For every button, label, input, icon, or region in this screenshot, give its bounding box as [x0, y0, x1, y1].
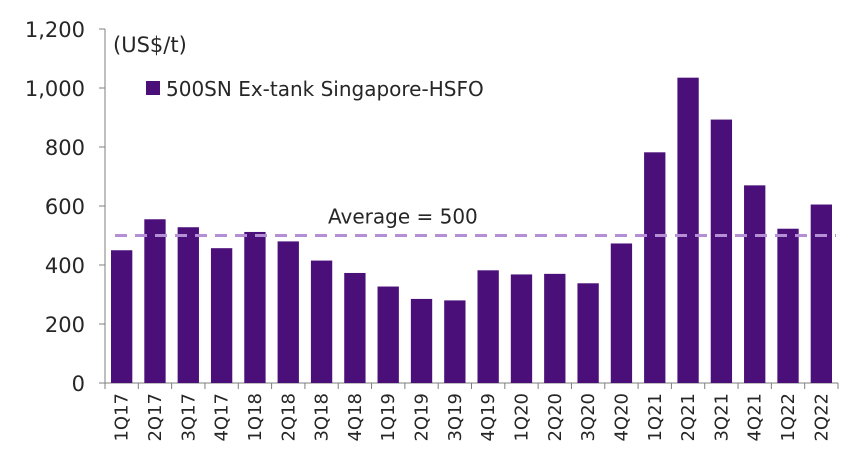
bar [510, 274, 533, 383]
bar [344, 272, 366, 383]
bar [744, 185, 766, 383]
x-tick-label: 1Q22 [778, 393, 799, 442]
bar [577, 283, 599, 383]
x-tick-label: 2Q17 [145, 393, 166, 442]
bar [144, 219, 166, 383]
x-tick-label: 2Q19 [412, 393, 433, 442]
bar [544, 273, 566, 383]
y-tick-label: 400 [45, 254, 85, 278]
average-label: Average = 500 [328, 205, 478, 229]
x-tick-label: 1Q18 [245, 393, 266, 442]
x-tick-label: 3Q21 [711, 393, 732, 442]
bar [777, 228, 799, 383]
legend: 500SN Ex-tank Singapore-HSFO [146, 77, 484, 101]
y-tick-label: 600 [45, 195, 85, 219]
y-tick-label: 200 [45, 313, 85, 337]
x-tick-label: 4Q17 [212, 393, 233, 442]
x-tick-label: 2Q18 [278, 393, 299, 442]
x-tick-label: 1Q19 [378, 393, 399, 442]
y-tick-label: 1,000 [25, 77, 85, 101]
bar [477, 270, 499, 383]
x-tick-label: 4Q18 [345, 393, 366, 442]
x-tick-label: 3Q19 [445, 393, 466, 442]
bar [177, 227, 199, 383]
x-tick-label: 1Q21 [645, 393, 666, 442]
average-line-group: Average = 500 [115, 205, 836, 237]
legend-label: 500SN Ex-tank Singapore-HSFO [166, 77, 484, 101]
bar [710, 119, 733, 383]
x-tick-label: 4Q21 [745, 393, 766, 442]
x-tick-label: 2Q21 [678, 393, 699, 442]
y-tick-label: 1,200 [25, 18, 85, 42]
x-tick-label: 3Q17 [178, 393, 199, 442]
bar [277, 241, 299, 383]
x-tick-label: 2Q22 [811, 393, 832, 442]
bar [644, 152, 666, 383]
bar [444, 300, 466, 383]
x-tick-label: 1Q20 [511, 393, 532, 442]
bars [110, 77, 833, 384]
legend-swatch [146, 81, 160, 95]
x-tick-label: 4Q19 [478, 393, 499, 442]
bar [677, 77, 699, 384]
bar [210, 248, 233, 383]
y-axis-unit-label: (US$/t) [113, 33, 187, 57]
bar [244, 231, 266, 383]
bar [610, 243, 633, 383]
x-axis: 1Q17 2Q17 3Q17 4Q17 1Q18 2Q18 3Q18 4Q18 1Q19 2Q19… [104, 382, 839, 442]
bar [110, 250, 133, 383]
bar [810, 204, 833, 383]
x-tick-label: 4Q20 [611, 393, 632, 442]
y-tick-label: 800 [45, 136, 85, 160]
x-tick-label: 2Q20 [545, 393, 566, 442]
bar [310, 260, 333, 383]
x-tick-label: 3Q20 [578, 393, 599, 442]
x-tick-label: 3Q18 [312, 393, 333, 442]
y-tick-label: 0 [72, 372, 85, 396]
bar [410, 298, 433, 383]
bar [377, 286, 399, 383]
y-axis: 0 200 400 600 800 1,000 1,200 [25, 18, 106, 396]
x-tick-label: 1Q17 [112, 393, 133, 442]
